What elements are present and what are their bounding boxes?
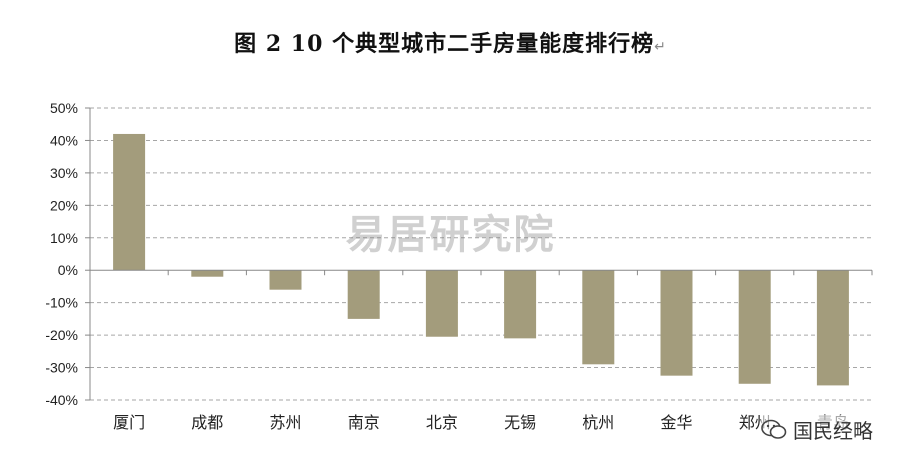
bar-南京 (347, 270, 380, 319)
bar-北京 (425, 270, 458, 337)
x-tick-label: 苏州 (269, 413, 301, 432)
x-tick-label: 杭州 (582, 413, 614, 432)
y-tick-labels: 50% 40% 30% 20% 10% 0% -10% -20% -30% -40% (45, 100, 90, 408)
chart-title-text: 图 2 10 个典型城市二手房量能度排行榜 (234, 31, 655, 57)
wechat-badge: 国民经略 (761, 415, 873, 444)
bar-郑州 (738, 270, 771, 384)
y-tick-label: -30% (45, 360, 78, 376)
bar-苏州 (269, 270, 302, 290)
y-tick-label: 50% (50, 100, 78, 116)
x-tick-label: 无锡 (504, 413, 536, 432)
bar-无锡 (504, 270, 537, 339)
bar-杭州 (582, 270, 615, 365)
x-tick-label: 成都 (191, 413, 223, 432)
bar-青岛 (816, 270, 849, 386)
return-mark: ↵ (654, 39, 667, 55)
y-tick-label: 0% (58, 262, 78, 278)
y-tick-label: 20% (50, 197, 78, 213)
x-tick-label: 金华 (660, 413, 692, 432)
watermark: 易居研究院 (345, 211, 556, 258)
bar-成都 (191, 270, 224, 277)
x-tick-label: 北京 (426, 413, 458, 432)
x-tick-label: 南京 (348, 413, 380, 432)
y-tick-label: -40% (45, 392, 78, 408)
chart-title: 图 2 10 个典型城市二手房量能度排行榜↵ (0, 26, 901, 58)
y-tick-label: 30% (50, 165, 78, 181)
wechat-icon (761, 419, 787, 441)
badge-text: 国民经略 (793, 419, 873, 443)
x-tick-label: 厦门 (113, 413, 145, 432)
y-tick-label: -20% (45, 327, 78, 343)
y-tick-label: 10% (50, 230, 78, 246)
y-tick-label: -10% (45, 295, 78, 311)
bar-金华 (660, 270, 693, 376)
bar-厦门 (113, 133, 146, 271)
bars (113, 133, 849, 386)
y-tick-label: 40% (50, 132, 78, 148)
